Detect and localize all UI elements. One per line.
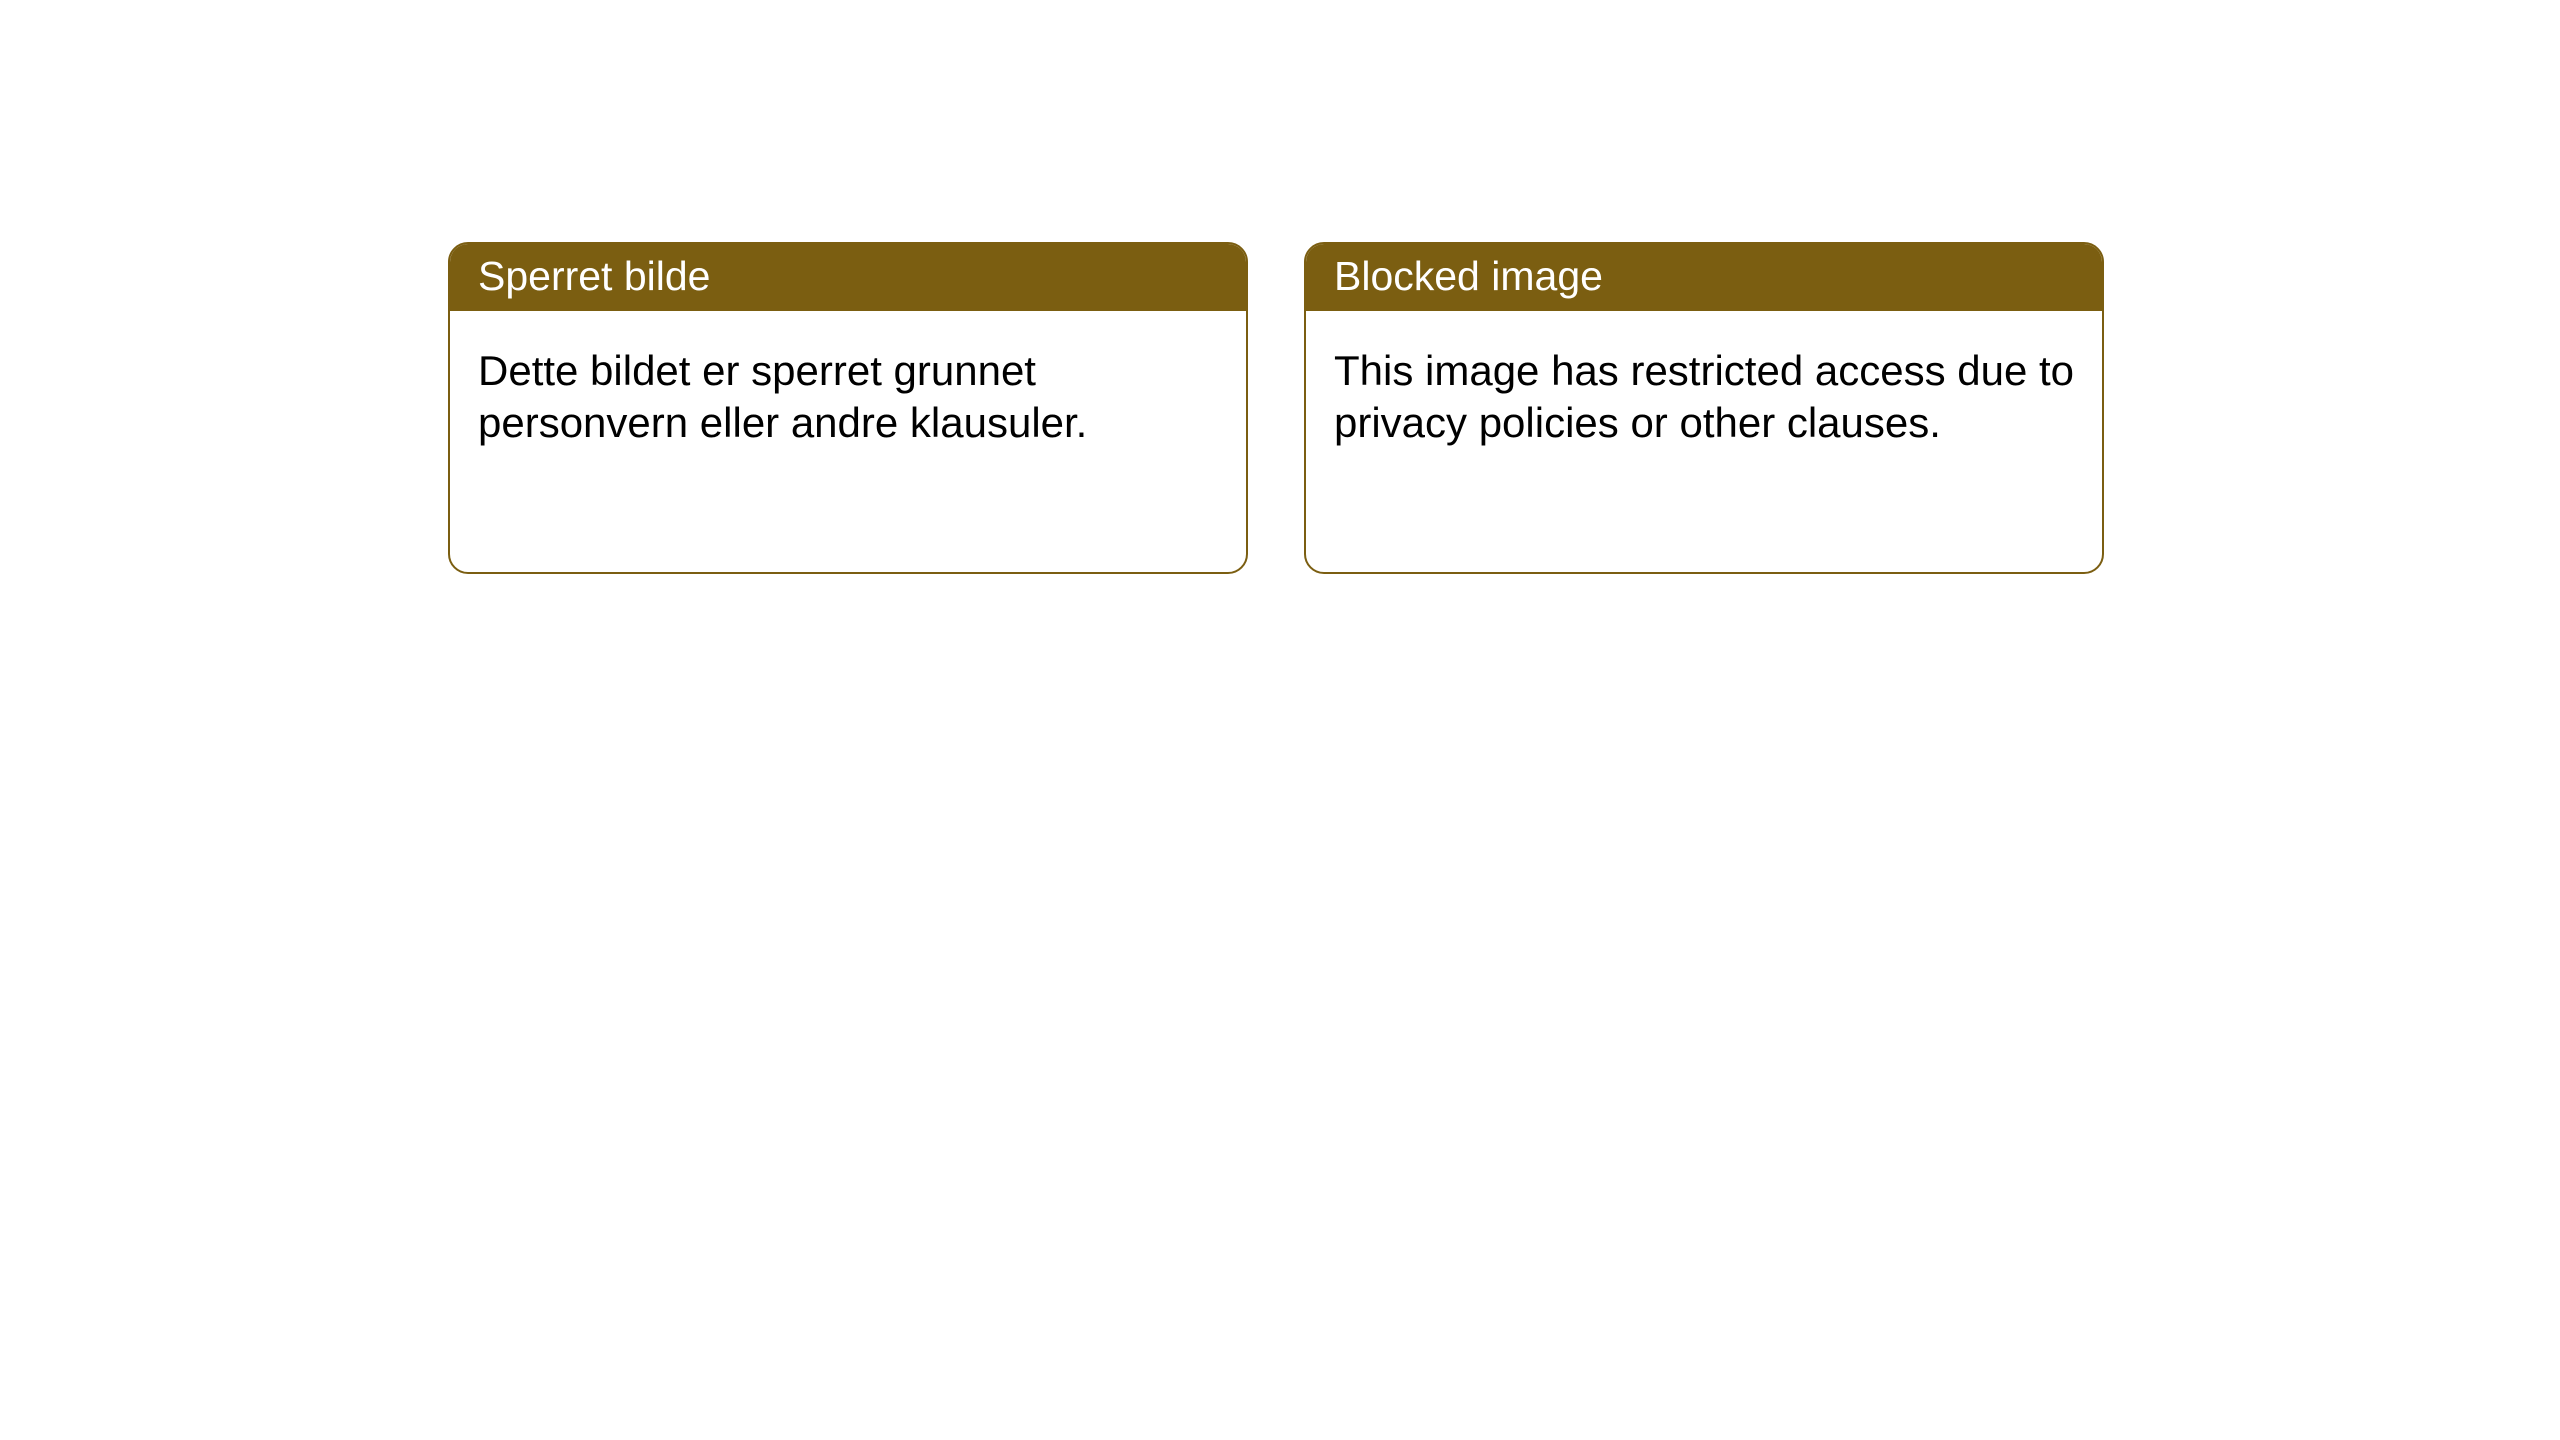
notice-body-no: Dette bildet er sperret grunnet personve… <box>450 311 1246 469</box>
notice-card-no: Sperret bilde Dette bildet er sperret gr… <box>448 242 1248 574</box>
notice-container: Sperret bilde Dette bildet er sperret gr… <box>448 242 2104 574</box>
notice-header-en: Blocked image <box>1306 244 2102 311</box>
notice-card-en: Blocked image This image has restricted … <box>1304 242 2104 574</box>
notice-body-en: This image has restricted access due to … <box>1306 311 2102 469</box>
notice-header-no: Sperret bilde <box>450 244 1246 311</box>
